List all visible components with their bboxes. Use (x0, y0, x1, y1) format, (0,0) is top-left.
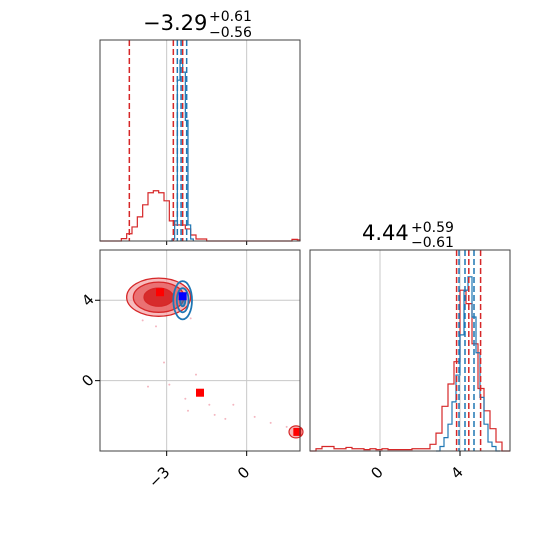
param2-title-plus: +0.59 (411, 220, 454, 236)
scatter-2d-markers (156, 288, 302, 436)
histogram-param1-background (100, 40, 300, 241)
histogram-param2-blue-step (436, 276, 500, 452)
scatter-2d-point-12 (285, 425, 288, 428)
histogram-param1-panel: −3.29 +0.61 −0.56 (99, 9, 301, 245)
scatter-2d-blue-contour-1 (175, 287, 190, 314)
scatter-2d-point-14 (163, 361, 165, 364)
scatter-2d-red-marker-2 (293, 427, 302, 436)
scatter-2d-blue-contour-0 (172, 280, 193, 321)
param2-title-value: 4.44 (362, 221, 409, 245)
histogram-param1-grid (166, 40, 248, 241)
scatter-2d-red-marker-1 (196, 388, 204, 397)
histogram-param1-quantile-lines (128, 40, 248, 245)
scatter-2d-point-5 (208, 403, 211, 406)
scatter-2d-red-marker-0 (156, 288, 164, 297)
param1-title-value: −3.29 (143, 11, 207, 35)
scatter-2d-y-ticks: 04 (78, 291, 100, 390)
scatter-2d-blue-marker (178, 292, 187, 301)
scatter-2d-point-9 (232, 403, 235, 406)
scatter-2d-ytick-label-0: 0 (78, 371, 97, 390)
histogram-param2-background (310, 250, 510, 451)
scatter-2d-point-7 (187, 409, 189, 412)
histogram-param2-frame (309, 249, 511, 452)
scatter-2d-point-6 (213, 413, 216, 416)
scatter-2d-point-13 (195, 373, 197, 376)
scatter-2d-ytick-label-1: 4 (78, 291, 97, 310)
scatter-2d-point-11 (269, 421, 272, 424)
histogram-param2-red-series (310, 289, 510, 452)
scatter-2d-xtick-label-1: 0 (234, 463, 253, 482)
scatter-2d-point-15 (184, 397, 187, 400)
histogram-param2-quantile-lines (455, 250, 482, 451)
histogram-param2-xtick-label-1: 4 (447, 463, 466, 482)
scatter-2d-x-ticks: −3 0 (145, 451, 253, 491)
param1-title-plus: +0.61 (209, 9, 252, 25)
histogram-param2-blue-series (436, 276, 500, 452)
histogram-param2-red-step (310, 289, 510, 452)
scatter-2d-point-10 (253, 415, 256, 418)
scatter-2d-xtick-label-0: −3 (145, 463, 173, 491)
scatter-2d-point-2 (155, 325, 157, 328)
histogram-param1-frame (99, 39, 301, 242)
scatter-2d-point-3 (147, 385, 149, 388)
histogram-param2-xtick-label-0: 0 (367, 463, 386, 482)
scatter-2d-frame (99, 249, 301, 452)
scatter-2d-panel: −3 0 04 (78, 249, 304, 491)
scatter-2d-point-8 (224, 417, 227, 420)
scatter-2d-background (100, 250, 300, 451)
param2-title-minus: −0.61 (411, 235, 454, 251)
scatter-2d-points (141, 317, 288, 428)
param1-title-minus: −0.56 (209, 25, 252, 41)
scatter-2d-point-0 (141, 319, 144, 322)
scatter-2d-point-4 (168, 383, 171, 386)
scatter-2d-point-1 (189, 317, 192, 320)
